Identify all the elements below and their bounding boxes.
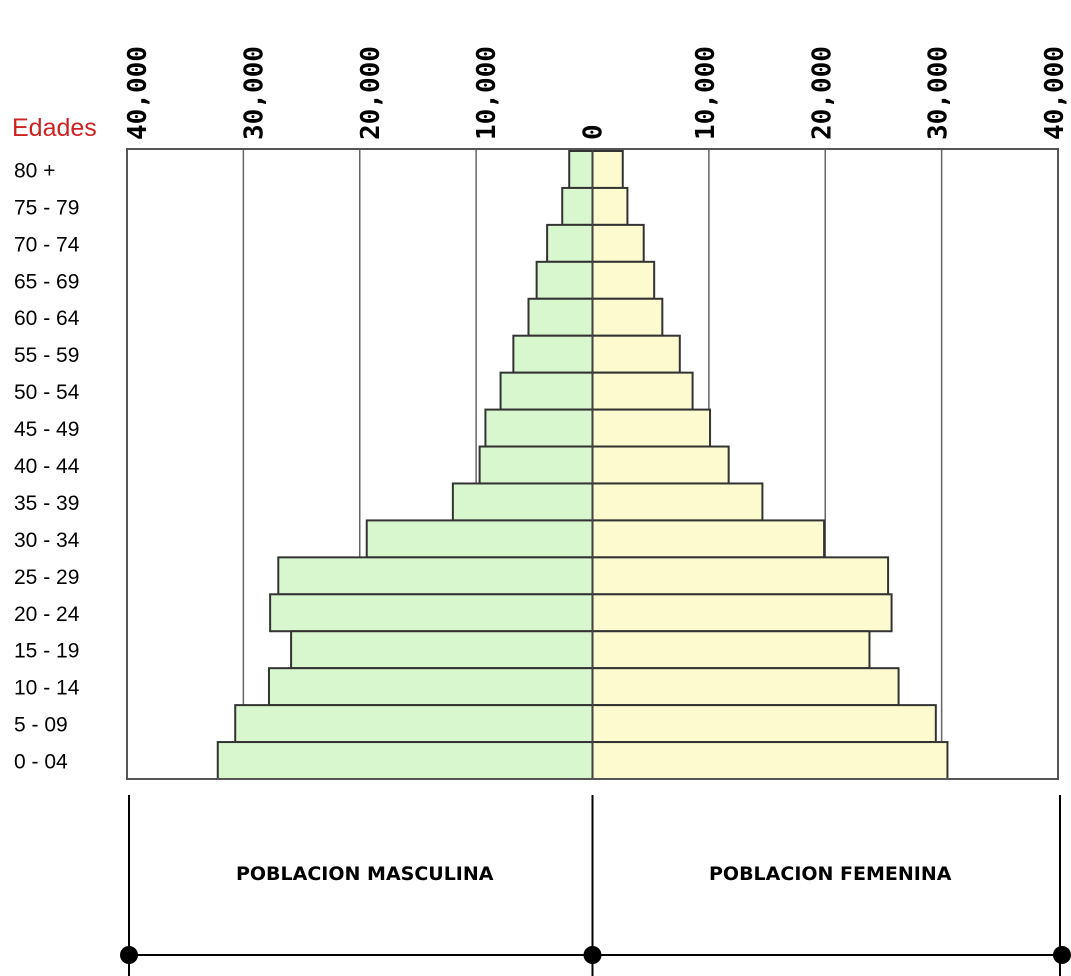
female-bar bbox=[591, 408, 712, 448]
male-bar bbox=[484, 408, 594, 448]
age-label: 80 + bbox=[14, 159, 55, 182]
age-label: 65 - 69 bbox=[14, 270, 79, 293]
male-bar bbox=[561, 186, 594, 226]
age-label: 30 - 34 bbox=[14, 529, 80, 552]
age-label: 75 - 79 bbox=[14, 196, 79, 219]
female-bar bbox=[591, 556, 890, 596]
y-axis-title: Edades bbox=[12, 114, 97, 142]
baseline-dot bbox=[120, 946, 138, 964]
male-bar bbox=[527, 297, 594, 337]
legend-female-label: POBLACION FEMENINA bbox=[709, 863, 952, 885]
male-bar bbox=[234, 704, 594, 744]
male-bar bbox=[269, 593, 594, 633]
male-bar bbox=[499, 371, 594, 411]
x-tick-label: 20,000 bbox=[356, 46, 386, 140]
legend-male-label: POBLACION MASCULINA bbox=[236, 863, 494, 885]
age-label: 20 - 24 bbox=[14, 603, 80, 626]
x-tick-label: 30,000 bbox=[924, 46, 954, 140]
x-tick-label: 20,000 bbox=[807, 46, 837, 140]
age-label: 10 - 14 bbox=[14, 677, 80, 700]
female-bar bbox=[591, 667, 900, 707]
male-bar bbox=[546, 223, 594, 263]
x-tick-label: 40,000 bbox=[123, 46, 153, 140]
baseline-dot bbox=[583, 946, 602, 964]
x-tick-label: 10,000 bbox=[472, 46, 502, 140]
x-tick-labels: 40,000 30,000 20,000 10,000 10,000 20,000 30,0… bbox=[123, 46, 1070, 140]
female-bar bbox=[591, 704, 937, 744]
male-bar bbox=[478, 445, 594, 485]
male-bar bbox=[267, 667, 594, 707]
male-bar bbox=[568, 150, 594, 189]
age-label: 50 - 54 bbox=[14, 381, 80, 404]
x-tick-label: 30,000 bbox=[239, 46, 269, 140]
female-bar bbox=[591, 371, 694, 411]
female-bar bbox=[591, 482, 764, 522]
age-label: 15 - 19 bbox=[14, 640, 79, 663]
age-label: 55 - 59 bbox=[14, 344, 79, 367]
female-bar bbox=[591, 445, 730, 485]
x-tick-label: 0 bbox=[579, 124, 609, 140]
male-bar bbox=[512, 334, 594, 374]
x-tick-label: 10,000 bbox=[691, 46, 721, 140]
female-bar bbox=[591, 630, 871, 670]
female-bar bbox=[591, 223, 645, 263]
male-bar bbox=[365, 519, 594, 559]
x-tick-label: 40,000 bbox=[1040, 46, 1070, 140]
age-label: 40 - 44 bbox=[14, 455, 80, 478]
age-label: 0 - 04 bbox=[14, 751, 68, 774]
female-bar bbox=[591, 334, 681, 374]
female-bar bbox=[591, 150, 624, 189]
plot-frame bbox=[126, 148, 1059, 780]
female-bar bbox=[591, 519, 826, 559]
female-bar bbox=[591, 186, 629, 226]
age-label: 60 - 64 bbox=[14, 307, 80, 330]
male-bar bbox=[216, 741, 594, 781]
age-label: 35 - 39 bbox=[14, 492, 79, 515]
female-bar bbox=[591, 260, 656, 300]
age-label: 5 - 09 bbox=[14, 714, 68, 737]
age-label: 70 - 74 bbox=[14, 233, 80, 256]
male-bar bbox=[535, 260, 594, 300]
female-bar bbox=[591, 297, 664, 337]
male-bar bbox=[451, 482, 594, 522]
age-label: 25 - 29 bbox=[14, 566, 79, 589]
male-bar bbox=[277, 556, 594, 596]
baseline-dot bbox=[1053, 946, 1071, 964]
bars bbox=[216, 149, 949, 781]
age-labels: 80 + 75 - 79 70 - 74 65 - 69 60 - 64 55 - 59 5… bbox=[14, 159, 80, 773]
female-bar bbox=[591, 741, 949, 781]
female-bar bbox=[591, 593, 893, 633]
age-label: 45 - 49 bbox=[14, 418, 79, 441]
male-bar bbox=[290, 630, 594, 670]
bottom-scale bbox=[120, 795, 1071, 976]
